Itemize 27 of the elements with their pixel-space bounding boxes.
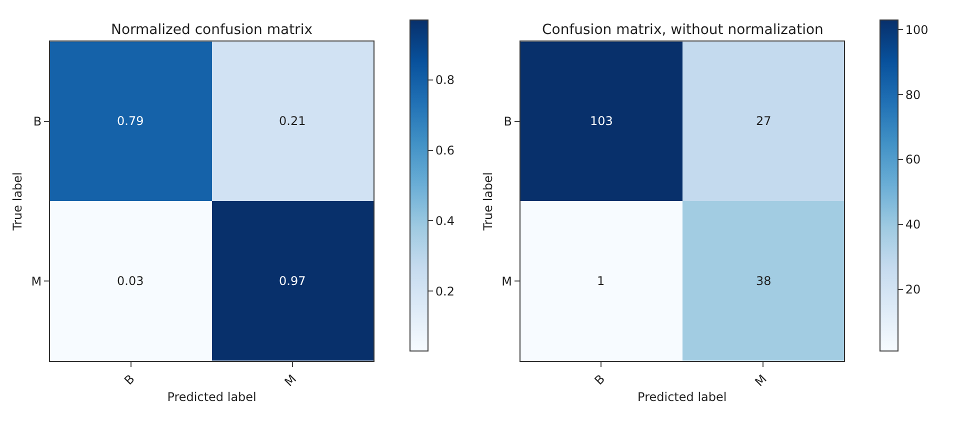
data-label: 1 — [597, 274, 605, 288]
data-label: 27 — [756, 114, 772, 128]
color-bar-label: 60 — [905, 152, 921, 167]
color-bar-label: 0.6 — [435, 143, 454, 158]
data-label: 0.21 — [279, 114, 306, 128]
color-bar-label: 0.4 — [435, 214, 454, 228]
data-label: 38 — [756, 274, 772, 288]
data-label: 103 — [590, 114, 613, 128]
color-bar-label: 80 — [905, 88, 921, 102]
data-label: 0.03 — [117, 274, 144, 288]
x-tick-label: B — [592, 372, 608, 388]
data-label: 0.97 — [279, 274, 306, 288]
x-tick-label: M — [282, 372, 300, 390]
chart-title: Confusion matrix, without normalization — [542, 22, 824, 38]
x-axis-title: Predicted label — [167, 390, 256, 404]
color-bar-label: 0.8 — [435, 73, 454, 88]
x-tick-label: B — [122, 372, 138, 388]
x-axis-title: Predicted label — [638, 390, 727, 404]
y-axis-title: True label — [10, 172, 25, 232]
color-bar-label: 0.2 — [435, 284, 454, 298]
color-bar-label: 20 — [905, 282, 921, 297]
x-tick-label: M — [752, 372, 770, 390]
color-bar-label: 40 — [905, 218, 921, 232]
y-axis-title: True label — [480, 172, 495, 232]
data-label: 0.79 — [117, 114, 144, 128]
color-bar-label: 100 — [905, 22, 928, 37]
chart-title: Normalized confusion matrix — [111, 22, 312, 38]
